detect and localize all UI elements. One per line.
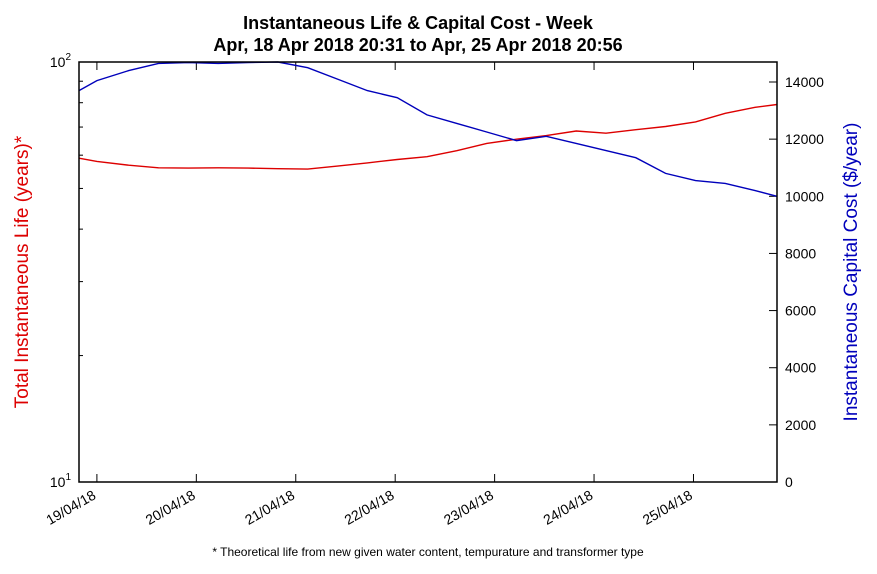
footnote: * Theoretical life from new given water … (212, 545, 644, 559)
x-tick-label: 19/04/18 (43, 487, 98, 528)
right-tick-label: 12000 (785, 131, 824, 147)
cost-series-line (78, 61, 778, 197)
series-layer (78, 61, 778, 197)
x-tick-label: 25/04/18 (640, 487, 695, 528)
right-tick-label: 4000 (785, 360, 816, 376)
left-tick-label: 101 (50, 472, 72, 490)
x-tick-label: 20/04/18 (143, 487, 198, 528)
right-tick-label: 10000 (785, 188, 824, 204)
x-tick-label: 23/04/18 (441, 487, 496, 528)
left-tick-exponent: 2 (65, 52, 71, 63)
x-tick-label: 22/04/18 (341, 487, 396, 528)
left-tick-exponent: 1 (65, 472, 71, 483)
right-tick-label: 6000 (785, 303, 816, 319)
right-tick-label: 0 (785, 474, 793, 490)
right-tick-label: 2000 (785, 417, 816, 433)
left-tick-base: 10 (50, 54, 66, 70)
x-tick-label: 24/04/18 (540, 487, 595, 528)
life-series-line (78, 103, 778, 170)
chart-title: Instantaneous Life & Capital Cost - Week (243, 13, 594, 33)
right-axis-label: Instantaneous Capital Cost ($/year) (841, 123, 862, 422)
chart-subtitle: Apr, 18 Apr 2018 20:31 to Apr, 25 Apr 20… (213, 35, 622, 55)
left-tick-base: 10 (50, 474, 66, 490)
right-tick-label: 14000 (785, 74, 824, 90)
left-tick-label: 102 (50, 52, 72, 70)
x-tick-label: 21/04/18 (242, 487, 297, 528)
right-tick-label: 8000 (785, 245, 816, 261)
plot-frame (78, 61, 778, 483)
left-axis-label: Total Instantaneous Life (years)* (12, 135, 33, 408)
